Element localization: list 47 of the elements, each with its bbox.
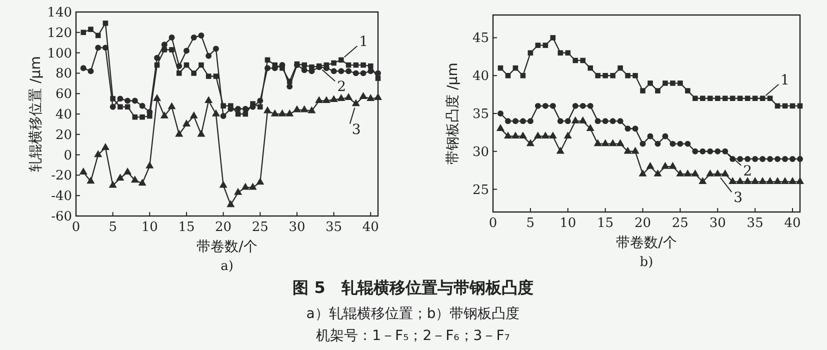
x-tick-label: 15 xyxy=(597,216,614,231)
y-axis-title: 带钢板凸度 /μm xyxy=(445,62,461,164)
annotation: 1 xyxy=(359,34,368,50)
annotation: 3 xyxy=(352,122,361,138)
x-tick-label: 30 xyxy=(288,220,306,235)
text: 机架号：1－F₅；2－F₆；3－F₇ xyxy=(316,328,510,344)
annotation: 1 xyxy=(780,72,790,88)
text: a) xyxy=(220,259,234,274)
y-tick-label: -20 xyxy=(51,168,72,184)
x-axis-title: 带卷数/个 xyxy=(616,235,677,251)
y-tick-label: 25 xyxy=(472,182,489,198)
y-tick-label: 45 xyxy=(472,31,489,46)
x-tick-label: 35 xyxy=(326,220,342,235)
y-tick-label: 140 xyxy=(47,6,72,20)
x-tick-label: 10 xyxy=(141,220,158,235)
y-tick-label: -40 xyxy=(51,189,72,204)
y-tick-label: 80 xyxy=(55,66,72,82)
x-tick-label: 5 xyxy=(108,220,117,235)
x-tick-label: 40 xyxy=(784,216,801,231)
y-tick-label: 0 xyxy=(64,148,72,164)
x-tick-label: 15 xyxy=(178,220,195,235)
y-axis-title: 轧辊横移位置 /μm xyxy=(28,56,44,172)
x-tick-label: 5 xyxy=(526,216,535,231)
y-tick-label: 60 xyxy=(55,87,72,102)
x-tick-label: 25 xyxy=(252,220,268,235)
y-tick-label: 40 xyxy=(55,108,72,122)
text: 图 5 轧辊横移位置与带钢板凸度 xyxy=(292,278,534,297)
annotation: 2 xyxy=(337,79,346,96)
x-tick-label: 40 xyxy=(362,220,379,235)
text: b) xyxy=(640,255,654,270)
x-tick-label: 30 xyxy=(709,216,726,231)
x-tick-label: 25 xyxy=(672,216,688,231)
x-tick-label: 20 xyxy=(215,220,232,235)
x-tick-label: 35 xyxy=(746,216,764,231)
y-tick-label: 40 xyxy=(472,69,489,84)
y-tick-label: 20 xyxy=(55,128,72,143)
x-tick-label: 10 xyxy=(560,216,576,231)
annotation: 3 xyxy=(734,190,743,206)
y-tick-label: -60 xyxy=(51,210,72,224)
y-tick-label: 100 xyxy=(47,46,72,62)
annotation: 2 xyxy=(743,163,752,180)
y-tick-label: 35 xyxy=(472,107,489,122)
x-tick-label: 20 xyxy=(634,216,652,231)
y-tick-label: 30 xyxy=(472,144,489,160)
text: a）轧辊横移位置；b）带钢板凸度 xyxy=(306,306,520,322)
y-tick-label: 120 xyxy=(47,26,72,41)
x-axis-title: 带卷数/个 xyxy=(196,239,258,255)
